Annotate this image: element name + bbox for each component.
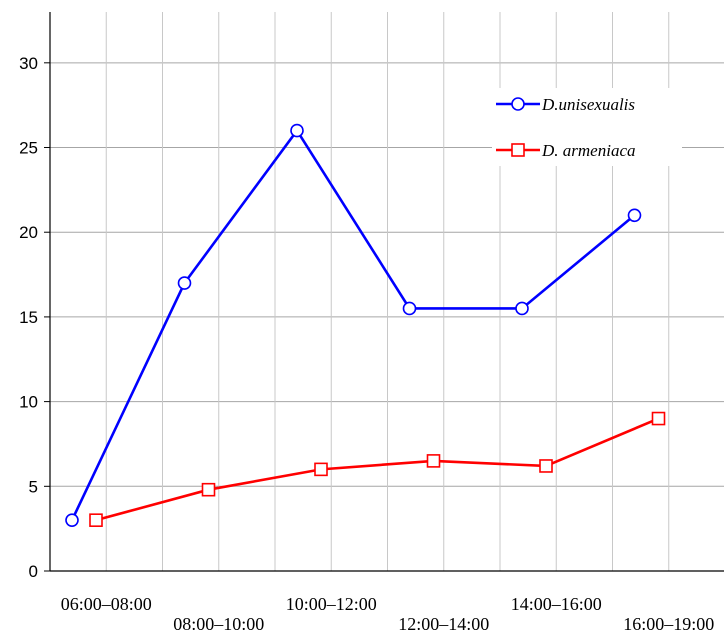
x-tick-label: 10:00–12:00	[286, 594, 377, 614]
data-point	[540, 460, 552, 472]
series-1	[90, 413, 665, 527]
x-tick-label: 14:00–16:00	[511, 594, 602, 614]
x-tick-label: 08:00–10:00	[173, 614, 264, 634]
x-tick-label: 16:00–19:00	[623, 614, 714, 634]
y-tick-label: 25	[19, 139, 38, 158]
legend-square-marker	[512, 144, 524, 156]
series	[66, 125, 665, 527]
x-tick-label: 06:00–08:00	[61, 594, 152, 614]
data-point	[203, 484, 215, 496]
y-tick-label: 20	[19, 223, 38, 242]
y-tick-label: 5	[29, 477, 38, 496]
x-tick-labels: 06:00–08:00 08:00–10:00 10:00–12:00 12:00–1…	[61, 594, 715, 634]
legend-label: D.unisexualis	[541, 95, 635, 114]
data-point	[315, 463, 327, 475]
data-point	[653, 413, 665, 425]
legend-circle-marker	[512, 98, 524, 110]
data-point	[428, 455, 440, 467]
data-point	[516, 302, 528, 314]
data-point	[629, 209, 641, 221]
x-tick-label: 12:00–14:00	[398, 614, 489, 634]
data-point	[179, 277, 191, 289]
data-point	[90, 514, 102, 526]
y-tick-label: 15	[19, 308, 38, 327]
legend-label: D. armeniaca	[541, 141, 635, 160]
y-tick-labels: 0 5 10 15 20 25 30	[19, 54, 38, 581]
data-point	[404, 302, 416, 314]
data-point	[291, 125, 303, 137]
series-line	[96, 419, 659, 521]
data-point	[66, 514, 78, 526]
y-tick-label: 0	[29, 562, 38, 581]
y-tick-label: 30	[19, 54, 38, 73]
y-tick-label: 10	[19, 393, 38, 412]
legend: D.unisexualis D. armeniaca	[492, 88, 682, 166]
